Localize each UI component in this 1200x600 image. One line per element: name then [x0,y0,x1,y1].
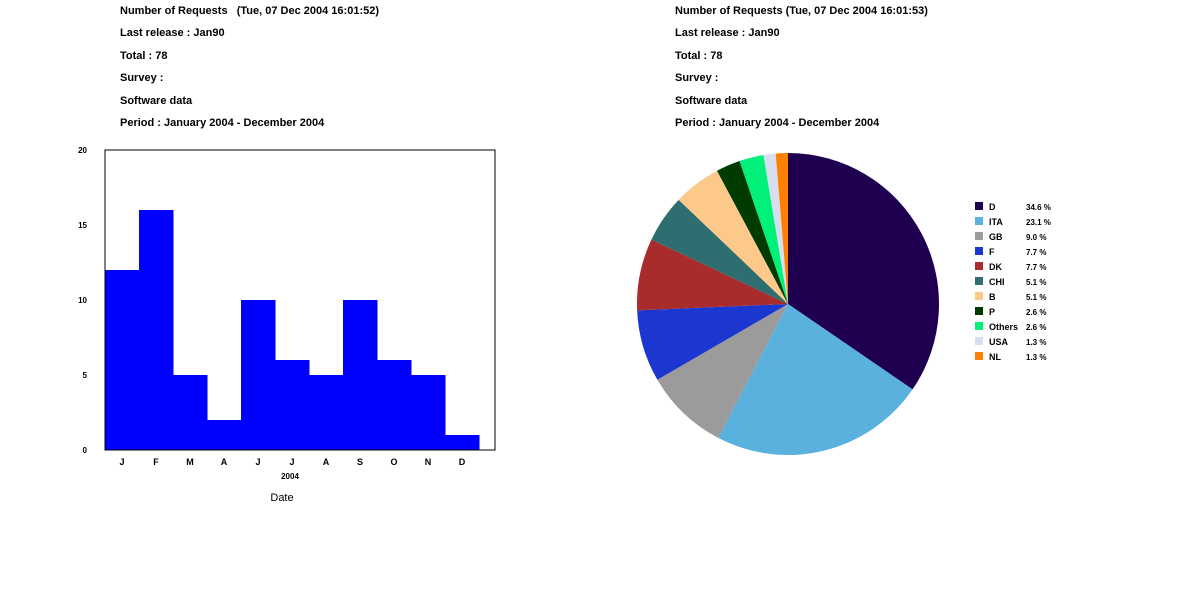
pie-legend: D 34.6 % ITA 23.1 % GB 9.0 % F 7.7 % DK 7.7 % CHI 5… [975,202,1051,362]
bar-chart-total: Total : 78 [120,50,168,62]
pie-chart: D 34.6 % ITA 23.1 % GB 9.0 % F 7.7 % DK 7.7 % CHI 5… [637,153,1051,455]
x-tick-label: F [153,457,159,467]
bar-5 [275,360,310,450]
legend-swatch [975,292,983,300]
pie-slice-b [678,170,788,304]
pie-slice-d [788,153,939,390]
bar-chart-title: Number of Requests (Tue, 07 Dec 2004 16:… [120,5,380,17]
x-tick-label: N [425,457,432,467]
legend-label: D [989,202,996,212]
bar-chart-period: Period : January 2004 - December 2004 [120,117,325,129]
y-tick-label: 5 [83,371,88,380]
x-tick-label: D [459,457,466,467]
bar-9 [411,375,446,450]
y-tick-label: 20 [78,146,87,155]
legend-swatch [975,217,983,225]
legend-value: 2.6 % [1026,323,1046,332]
y-tick-label: 10 [78,296,87,305]
legend-swatch [975,262,983,270]
x-tick-label: J [255,457,260,467]
pie-slice-chi [651,199,788,304]
pie-slice-usa [763,153,788,304]
bar-0 [105,270,140,450]
x-axis-title: Date [270,492,293,504]
legend-label: DK [989,262,1002,272]
x-tick-label: A [221,457,228,467]
bar-10 [445,435,480,450]
bar-marks [105,210,480,450]
legend-swatch [975,307,983,315]
legend-label: P [989,307,995,317]
pie-chart-total: Total : 78 [675,50,723,62]
pie-slices [637,153,939,455]
x-tick-label: M [186,457,194,467]
legend-swatch [975,247,983,255]
legend-value: 7.7 % [1026,248,1046,257]
legend-value: 5.1 % [1026,293,1046,302]
pie-slice-ita [718,304,913,455]
x-tick-label: J [119,457,124,467]
bar-3 [207,420,242,450]
legend-label: B [989,292,996,302]
legend-swatch [975,322,983,330]
pie-chart-survey: Survey : [675,72,719,84]
legend-value: 2.6 % [1026,308,1046,317]
plot-frame [104,149,496,451]
legend-label: Others [989,322,1018,332]
legend-value: 9.0 % [1026,233,1046,242]
legend-swatch [975,232,983,240]
legend-value: 23.1 % [1026,218,1051,227]
legend-label: CHI [989,277,1005,287]
bar-chart-data-type: Software data [120,95,193,107]
pie-slice-others [739,155,788,304]
legend-swatch [975,277,983,285]
bar-chart-panel: Number of Requests (Tue, 07 Dec 2004 16:… [78,5,496,504]
bar-chart-survey: Survey : [120,72,164,84]
legend-label: NL [989,352,1001,362]
bar-6 [309,375,344,450]
legend-label: F [989,247,995,257]
x-axis-year-label: 2004 [281,472,299,481]
pie-chart-panel: Number of Requests (Tue, 07 Dec 2004 16:… [600,0,1200,600]
x-tick-label: J [289,457,294,467]
y-tick-label: 0 [83,446,88,455]
x-tick-label: O [390,457,397,467]
legend-swatch [975,337,983,345]
pie-slice-p [716,160,788,304]
x-tick-label: A [323,457,330,467]
legend-swatch [975,352,983,360]
pie-chart-title: Number of Requests (Tue, 07 Dec 2004 16:… [675,5,928,17]
pie-chart-last-release: Last release : Jan90 [675,27,780,39]
pie-slice-gb [657,304,788,438]
legend-value: 34.6 % [1026,203,1051,212]
x-tick-label: S [357,457,363,467]
pie-slice-dk [637,239,788,311]
legend-value: 7.7 % [1026,263,1046,272]
y-axis-ticks: 0 5 10 15 20 [78,146,87,455]
legend-value: 5.1 % [1026,278,1046,287]
bar-1 [139,210,174,450]
bar-2 [173,375,208,450]
pie-chart-period: Period : January 2004 - December 2004 [675,117,880,129]
legend-value: 1.3 % [1026,353,1046,362]
bar-chart-last-release: Last release : Jan90 [120,27,225,39]
legend-label: ITA [989,217,1003,227]
y-tick-label: 15 [78,221,87,230]
bar-7 [343,300,378,450]
legend-label: GB [989,232,1003,242]
bar-4 [241,300,276,450]
legend-value: 1.3 % [1026,338,1046,347]
pie-slice-f [637,304,788,380]
legend-label: USA [989,337,1009,347]
pie-slice-nl [775,153,788,304]
bar-8 [377,360,412,450]
pie-chart-data-type: Software data [675,95,748,107]
legend-swatch [975,202,983,210]
bar-chart: 0 5 10 15 20 J F M A J J A S O N D 2004 Date [78,146,496,504]
